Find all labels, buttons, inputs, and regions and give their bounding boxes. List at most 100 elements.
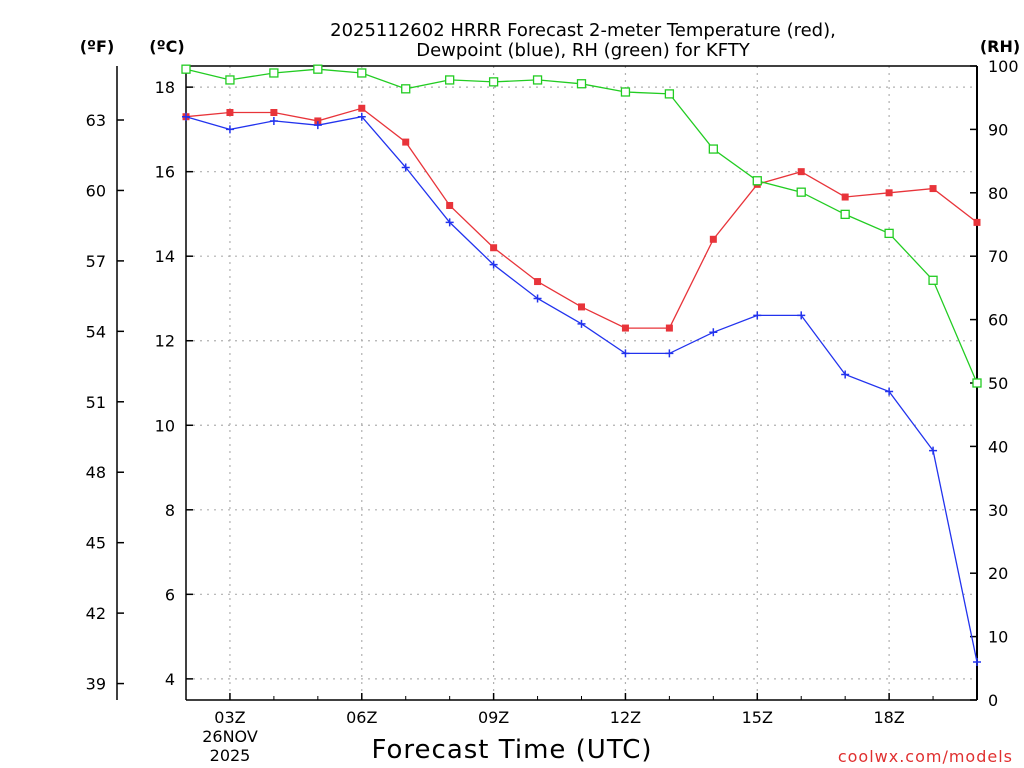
fahrenheit-tick-label: 54 <box>86 322 106 341</box>
date-label-day: 26NOV <box>202 727 258 746</box>
rh-tick-label: 60 <box>988 311 1008 330</box>
celsius-unit-label: (ºC) <box>149 37 184 56</box>
rh-line <box>185 68 978 384</box>
celsius-tick-label: 8 <box>165 501 175 520</box>
gridlines <box>186 66 977 700</box>
celsius-tick-label: 4 <box>165 670 175 689</box>
rh-tick-label: 100 <box>988 57 1019 76</box>
dewpoint-point <box>401 163 410 172</box>
rh-point <box>401 84 411 94</box>
temperature-line <box>185 107 978 329</box>
rh-point <box>796 187 806 197</box>
rh-tick-label: 30 <box>988 501 1008 520</box>
rh-point <box>928 275 938 285</box>
dewpoint-point <box>665 349 674 358</box>
dewpoint-point <box>445 218 454 227</box>
temperature-point <box>929 185 937 193</box>
temperature-point <box>402 138 410 146</box>
temperature-point <box>709 235 717 243</box>
temperature-point <box>270 108 278 116</box>
rh-point <box>884 228 894 239</box>
dewpoint-point <box>885 387 894 396</box>
dewpoint-point <box>533 294 542 303</box>
temperature-point <box>446 201 454 209</box>
date-label-year: 2025 <box>210 746 251 765</box>
fahrenheit-tick-label: 39 <box>86 675 106 694</box>
x-tick-label: 03Z <box>214 708 245 727</box>
rh-point <box>357 68 367 78</box>
dewpoint-point <box>182 112 190 121</box>
dewpoint-point <box>841 370 850 379</box>
celsius-tick-label: 16 <box>155 163 175 182</box>
temperature-point <box>841 193 849 201</box>
dewpoint-point <box>313 121 322 130</box>
fahrenheit-tick-label: 42 <box>86 604 106 623</box>
rh-tick-label: 40 <box>988 437 1008 456</box>
rh-point <box>840 209 850 220</box>
fahrenheit-tick-label: 60 <box>86 181 106 200</box>
temperature-point <box>578 303 585 311</box>
dewpoint-point <box>225 125 234 134</box>
dewpoint-point <box>489 260 498 269</box>
fahrenheit-tick-label: 48 <box>86 463 106 482</box>
celsius-tick-label: 18 <box>155 78 175 97</box>
temperature-point <box>665 324 673 332</box>
temperature-point <box>621 324 629 332</box>
temperature-point <box>797 168 805 176</box>
temperature-point <box>358 104 366 112</box>
dewpoint-point <box>269 116 278 125</box>
rh-tick-label: 80 <box>988 184 1008 203</box>
celsius-tick-label: 14 <box>155 247 175 266</box>
data-series <box>181 64 982 666</box>
dewpoint-point <box>973 657 981 666</box>
dewpoint-point <box>797 311 806 320</box>
rh-tick-label: 70 <box>988 247 1008 266</box>
dewpoint-point <box>577 319 586 328</box>
x-axis-label: Forecast Time (UTC) <box>371 735 652 765</box>
x-tick-label: 15Z <box>742 708 773 727</box>
dewpoint-point <box>929 446 938 455</box>
rh-tick-label: 0 <box>988 691 998 710</box>
fahrenheit-unit-label: (ºF) <box>80 37 115 56</box>
temperature-point <box>534 278 542 286</box>
rh-point <box>576 79 587 89</box>
credit-label: coolwx.com/models <box>838 747 1013 766</box>
fahrenheit-tick-label: 57 <box>86 252 106 271</box>
chart-title-line-2: Dewpoint (blue), RH (green) for KFTY <box>416 40 751 61</box>
rh-point <box>181 64 191 74</box>
fahrenheit-tick-label: 51 <box>86 393 106 412</box>
dewpoint-point <box>709 328 718 337</box>
rh-point <box>269 68 279 78</box>
x-tick-label: 09Z <box>478 708 509 727</box>
x-tick-label: 18Z <box>873 708 904 727</box>
celsius-tick-label: 6 <box>165 585 175 604</box>
rh-point <box>445 75 455 85</box>
rh-point <box>972 378 982 388</box>
temperature-point <box>490 244 498 252</box>
rh-point <box>752 176 762 186</box>
temperature-point <box>226 108 234 116</box>
dewpoint-point <box>753 311 762 320</box>
fahrenheit-tick-label: 45 <box>86 534 106 553</box>
axes: 39 42 45 48 51 54 57 60 63 4 6 8 10 12 14 16 18 0 10 20 30 40… <box>86 57 1019 727</box>
temperature-point <box>885 189 893 197</box>
x-tick-label: 06Z <box>346 708 377 727</box>
rh-point <box>488 77 499 87</box>
rh-point <box>664 89 675 99</box>
rh-tick-label: 90 <box>988 120 1008 139</box>
x-tick-label: 12Z <box>610 708 641 727</box>
rh-point <box>313 64 323 74</box>
temperature-point <box>314 117 322 125</box>
celsius-tick-label: 12 <box>155 332 175 351</box>
rh-tick-label: 20 <box>988 564 1008 583</box>
dewpoint-point <box>357 112 366 121</box>
rh-unit-label: (RH) <box>980 37 1020 56</box>
chart-title-line-1: 2025112602 HRRR Forecast 2-meter Tempera… <box>330 20 836 41</box>
dewpoint-point <box>621 349 630 358</box>
rh-point <box>620 87 631 97</box>
rh-tick-label: 50 <box>988 374 1008 393</box>
rh-point <box>225 75 235 85</box>
fahrenheit-tick-label: 63 <box>86 111 106 130</box>
rh-tick-label: 10 <box>988 628 1008 647</box>
